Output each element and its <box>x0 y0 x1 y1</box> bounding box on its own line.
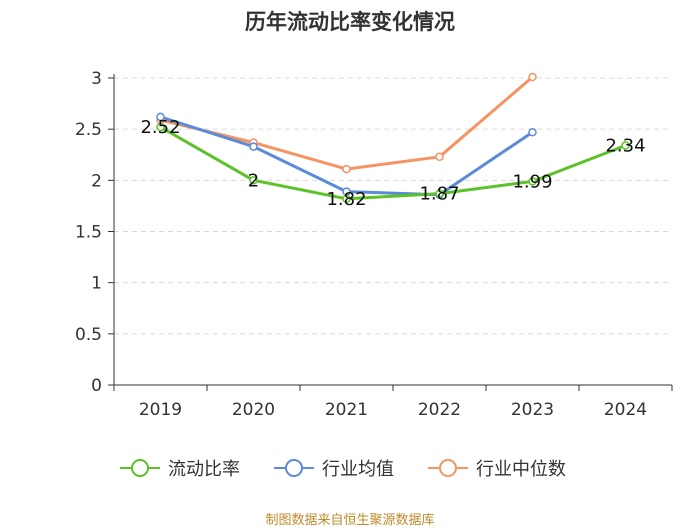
x-tick-label: 2021 <box>325 400 368 420</box>
data-point <box>249 142 258 151</box>
data-point <box>156 112 165 122</box>
y-tick-label: 0.5 <box>75 325 102 345</box>
axes <box>108 74 673 391</box>
source-note: 制图数据来自恒生聚源数据库 <box>265 513 435 528</box>
legend-marker <box>285 459 303 477</box>
y-tick-label: 1.5 <box>75 223 102 243</box>
data-label: 1.82 <box>326 189 366 210</box>
legend: 流动比率 行业均值 行业中位数 <box>120 459 566 480</box>
data-point <box>528 177 537 186</box>
data-label: 2.52 <box>140 117 180 138</box>
data-point <box>621 141 630 150</box>
tick-labels: 0 0.5 1 1.5 2 2.5 3 2019 2020 2021 2022 2023 2024 <box>75 69 647 420</box>
data-label: 2 <box>248 170 259 191</box>
x-tick-label: 2024 <box>604 400 647 420</box>
y-tick-label: 0 <box>91 376 102 396</box>
series-line-0 <box>159 125 627 201</box>
x-tick-label: 2019 <box>139 400 182 420</box>
legend-marker <box>439 459 457 477</box>
legend-item: 流动比率 <box>120 459 240 480</box>
data-label: 1.99 <box>512 171 552 192</box>
legend-label: 行业均值 <box>322 459 394 480</box>
series-line-1 <box>160 115 534 197</box>
data-point <box>342 164 351 174</box>
y-tick-label: 3 <box>91 69 102 89</box>
data-labels: 2.52 2 1.82 1.87 1.99 2.34 <box>140 117 645 210</box>
data-point <box>342 194 351 204</box>
data-label: 1.87 <box>419 184 459 205</box>
series-line-2 <box>160 75 534 171</box>
data-point <box>249 176 258 185</box>
x-tick-label: 2023 <box>511 400 554 420</box>
chart-title: 历年流动比率变化情况 <box>245 10 455 34</box>
x-tick-label: 2020 <box>232 400 275 420</box>
legend-label: 行业中位数 <box>476 459 566 480</box>
y-tick-label: 1 <box>91 274 102 294</box>
series-points <box>156 72 630 204</box>
legend-marker <box>131 459 149 477</box>
y-tick-label: 2.5 <box>75 120 102 140</box>
data-point <box>156 122 165 132</box>
data-label: 2.34 <box>605 136 645 157</box>
data-point <box>528 127 537 137</box>
grid-lines <box>114 77 672 335</box>
legend-item: 行业中位数 <box>428 459 566 480</box>
y-tick-label: 2 <box>91 171 102 191</box>
data-point <box>528 72 537 82</box>
data-point <box>435 152 444 162</box>
x-tick-label: 2022 <box>418 400 461 420</box>
legend-label: 流动比率 <box>168 459 240 480</box>
legend-item: 行业均值 <box>274 459 394 480</box>
data-point <box>435 189 444 198</box>
